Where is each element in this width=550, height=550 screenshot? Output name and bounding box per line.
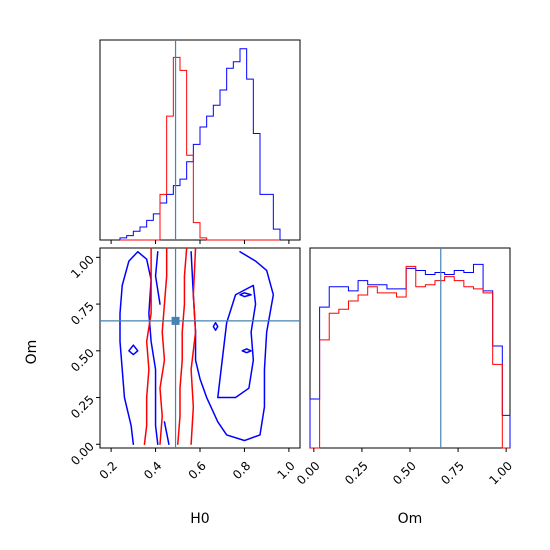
contour-blue (128, 344, 139, 356)
joint-contour-panel: 0.2 0.4 0.6 0.8 1.00.000.250.500.751.00 H0 O… (24, 247, 301, 527)
om-histogram-frame (309, 247, 511, 449)
contour-blue (119, 250, 159, 446)
om-ytick-label: 1.00 (68, 252, 97, 281)
contour-blue (241, 348, 252, 354)
om-hist-red-series (310, 265, 510, 449)
h0-xtick-label: 0.8 (230, 459, 253, 482)
om-histogram-panel: 0.00 0.25 0.50 0.75 1.00 Om (294, 247, 515, 527)
joint-truth-marker (171, 316, 180, 325)
contour-blue (163, 421, 170, 446)
contour-red (190, 247, 197, 446)
om-y-axis-label: Om (24, 340, 40, 365)
h0-xtick-label: 0.4 (141, 459, 164, 482)
h0-xtick-label: 0.6 (186, 459, 209, 482)
contour-red (177, 247, 188, 446)
om-xtick-label: 0.25 (342, 459, 371, 488)
h0-xtick-label: 0.2 (97, 459, 120, 482)
contour-blue (239, 292, 252, 298)
h0-axis-label: H0 (190, 511, 209, 527)
contour-red (143, 247, 152, 446)
om-ytick-label: 0.25 (68, 393, 97, 422)
om-xtick-label: 0.00 (294, 459, 323, 488)
om-ytick-label: 0.50 (68, 346, 97, 375)
contour-blue (217, 284, 257, 399)
h0-histogram-panel (99, 39, 301, 244)
contour-blue (190, 250, 275, 442)
contour-red (159, 247, 168, 446)
om-xtick-label: 0.50 (390, 459, 419, 488)
om-axis-label: Om (398, 511, 423, 527)
contour-blue (212, 322, 219, 331)
om-xtick-label: 1.00 (486, 459, 515, 488)
contour-blue (154, 250, 161, 305)
om-ytick-label: 0.00 (68, 439, 97, 468)
om-xtick-label: 0.75 (438, 459, 467, 488)
om-ytick-label: 0.75 (68, 299, 97, 328)
h0-hist-blue-series (119, 48, 281, 240)
